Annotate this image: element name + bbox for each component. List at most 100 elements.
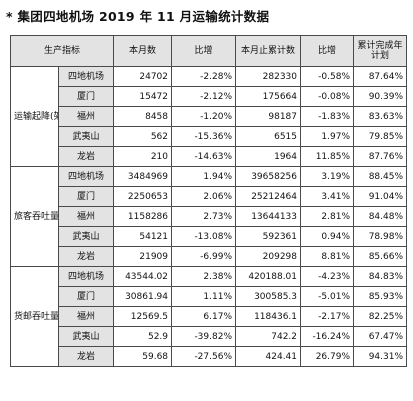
cell-plan: 88.45% [353,166,408,187]
cell-month: 8458 [113,106,173,127]
cell-cumulative: 39658256 [235,166,302,187]
header-cum-growth: 比增 [300,35,355,67]
cell-month: 12569.5 [113,306,173,327]
cell-cumulative: 6515 [235,126,302,147]
cell-airport: 龙岩 [57,346,115,367]
cell-plan: 84.83% [353,266,408,287]
cell-cum-growth: -0.08% [300,86,355,107]
group-label: 旅客吞吐量(人次) [10,166,59,267]
cell-mom: 1.94% [171,166,237,187]
cell-mom: 6.17% [171,306,237,327]
cell-month: 52.9 [113,326,173,347]
cell-month: 54121 [113,226,173,247]
cell-airport: 厦门 [57,286,115,307]
table-row: 龙岩 59.68 -27.56% 424.41 26.79% 94.31% [11,346,408,367]
cell-cumulative: 175664 [235,86,302,107]
header-row: 生产指标 本月数 比增 本月止累计数 比增 累计完成年计划 [9,35,408,67]
cell-cum-growth: -0.58% [300,66,355,87]
cell-plan: 78.98% [353,226,408,247]
cell-mom: 2.06% [171,186,237,207]
group-label: 货邮吞吐量(吨) [10,266,59,367]
cell-cumulative: 592361 [235,226,302,247]
cell-plan: 87.64% [353,66,408,87]
cell-mom: -14.63% [171,146,237,167]
cell-cumulative: 209298 [235,246,302,267]
group-label: 运输起降(架次) [10,66,59,167]
cell-mom: 2.73% [171,206,237,227]
cell-airport: 武夷山 [57,326,115,347]
table-row: 旅客吞吐量(人次)四地机场34849691.94%396582563.19%88… [10,166,408,267]
cell-month: 210 [113,146,173,167]
table-row: 龙岩 210 -14.63% 1964 11.85% 87.76% [11,146,408,167]
cell-airport: 龙岩 [57,146,115,167]
cell-cum-growth: 26.79% [300,346,355,367]
header-indicator: 生产指标 [9,35,115,67]
table-row: 龙岩 21909 -6.99% 209298 8.81% 85.66% [11,246,408,267]
cell-plan: 91.04% [353,186,408,207]
cell-mom: -2.28% [171,66,237,87]
cell-cum-growth: 1.97% [300,126,355,147]
cell-month: 1158286 [113,206,173,227]
cell-airport: 四地机场 [57,266,115,287]
cell-cum-growth: -4.23% [300,266,355,287]
cell-airport: 福州 [57,306,115,327]
cell-cum-growth: 2.81% [300,206,355,227]
cell-plan: 67.47% [353,326,408,347]
cell-cum-growth: 11.85% [300,146,355,167]
cell-cum-growth: 3.41% [300,186,355,207]
cell-mom: 2.38% [171,266,237,287]
cell-month: 562 [113,126,173,147]
cell-mom: -1.20% [171,106,237,127]
cell-cumulative: 118436.1 [235,306,302,327]
cell-plan: 82.25% [353,306,408,327]
cell-cumulative: 742.2 [235,326,302,347]
cell-month: 30861.94 [113,286,173,307]
cell-month: 2250653 [113,186,173,207]
cell-mom: -6.99% [171,246,237,267]
cell-airport: 福州 [57,106,115,127]
cell-plan: 85.93% [353,286,408,307]
cell-cum-growth: 8.81% [300,246,355,267]
cell-airport: 四地机场 [57,166,115,187]
cell-plan: 79.85% [353,126,408,147]
cell-month: 59.68 [113,346,173,367]
table-row: 福州 1158286 2.73% 13644133 2.81% 84.48% [11,206,408,227]
table-row: 福州 12569.5 6.17% 118436.1 -2.17% 82.25% [11,306,408,327]
cell-airport: 武夷山 [57,226,115,247]
cell-month: 3484969 [113,166,173,187]
cell-cum-growth: -2.17% [300,306,355,327]
cell-airport: 福州 [57,206,115,227]
page-title: * 集团四地机场 2019 年 11 月运输统计数据 [6,9,270,24]
transport-stats-table: 生产指标 本月数 比增 本月止累计数 比增 累计完成年计划 运输起降(架次)四地… [9,35,408,367]
cell-cumulative: 13644133 [235,206,302,227]
table-row: 厦门 30861.94 1.11% 300585.3 -5.01% 85.93% [11,286,408,307]
cell-mom: -39.82% [171,326,237,347]
cell-month: 24702 [113,66,173,87]
table-row: 武夷山 562 -15.36% 6515 1.97% 79.85% [11,126,408,147]
cell-cumulative: 420188.01 [235,266,302,287]
cell-cumulative: 424.41 [235,346,302,367]
cell-mom: -2.12% [171,86,237,107]
cell-airport: 武夷山 [57,126,115,147]
table-row: 运输起降(架次)四地机场24702-2.28%282330-0.58%87.64… [10,66,408,167]
cell-cum-growth: -1.83% [300,106,355,127]
cell-plan: 90.39% [353,86,408,107]
cell-airport: 厦门 [57,186,115,207]
cell-cumulative: 1964 [235,146,302,167]
table-row: 货邮吞吐量(吨)四地机场43544.022.38%420188.01-4.23%… [10,266,408,367]
cell-plan: 94.31% [353,346,408,367]
cell-month: 43544.02 [113,266,173,287]
cell-cum-growth: 3.19% [300,166,355,187]
cell-cumulative: 282330 [235,66,302,87]
header-plan: 累计完成年计划 [353,35,408,67]
cell-cumulative: 98187 [235,106,302,127]
cell-airport: 四地机场 [57,66,115,87]
header-cumulative: 本月止累计数 [235,35,302,67]
header-month: 本月数 [113,35,173,67]
cell-cum-growth: -5.01% [300,286,355,307]
cell-cum-growth: -16.24% [300,326,355,347]
cell-plan: 85.66% [353,246,408,267]
table-row: 福州 8458 -1.20% 98187 -1.83% 83.63% [11,106,408,127]
table-row: 武夷山 52.9 -39.82% 742.2 -16.24% 67.47% [11,326,408,347]
cell-airport: 龙岩 [57,246,115,267]
